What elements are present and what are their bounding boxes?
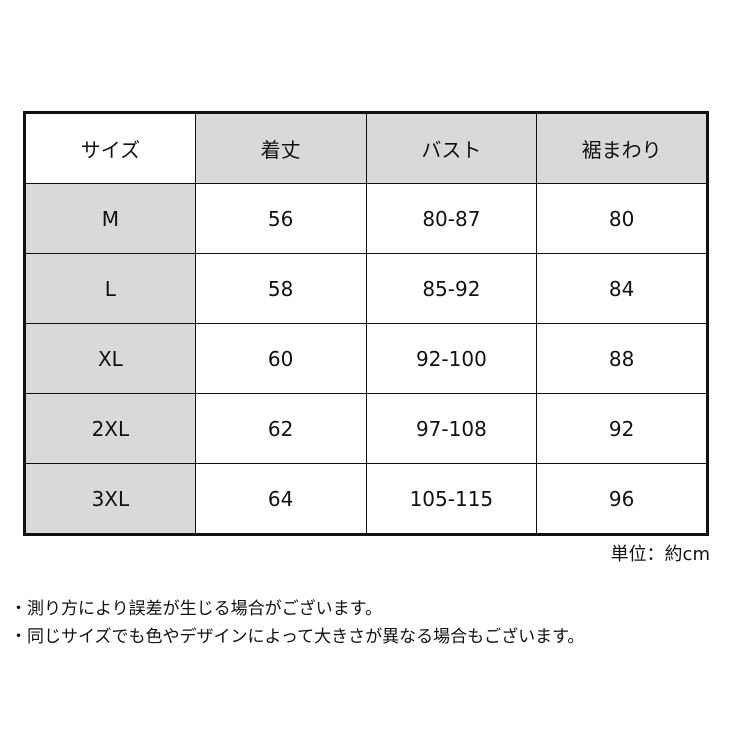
- hem-cell: 84: [536, 253, 708, 324]
- size-cell: 3XL: [24, 463, 196, 535]
- bust-cell: 92-100: [365, 323, 538, 394]
- hem-cell: 92: [536, 393, 708, 464]
- hem-cell: 96: [536, 463, 708, 535]
- table-row: M 56 80-87 80: [24, 183, 708, 254]
- size-cell: 2XL: [24, 393, 196, 464]
- length-cell: 56: [194, 183, 367, 254]
- header-length: 着丈: [194, 112, 367, 184]
- header-size: サイズ: [24, 112, 196, 184]
- length-cell: 62: [194, 393, 367, 464]
- notes: ・測り方により誤差が生じる場合がございます。 ・同じサイズでも色やデザインによっ…: [10, 595, 584, 651]
- size-cell: L: [24, 253, 196, 324]
- hem-cell: 88: [536, 323, 708, 394]
- table-row: XL 60 92-100 88: [24, 323, 708, 394]
- size-chart-table: サイズ 着丈 バスト 裾まわり M 56 80-87 80 L 58 85-92…: [23, 111, 709, 536]
- header-hem: 裾まわり: [536, 112, 708, 184]
- header-row: サイズ 着丈 バスト 裾まわり: [24, 112, 708, 184]
- bust-cell: 80-87: [365, 183, 538, 254]
- bust-cell: 105-115: [365, 463, 538, 535]
- bust-cell: 97-108: [365, 393, 538, 464]
- table-row: L 58 85-92 84: [24, 253, 708, 324]
- size-cell: M: [24, 183, 196, 254]
- hem-cell: 80: [536, 183, 708, 254]
- table-row: 2XL 62 97-108 92: [24, 393, 708, 464]
- note-item: ・同じサイズでも色やデザインによって大きさが異なる場合もございます。: [10, 627, 585, 647]
- length-cell: 60: [194, 323, 367, 394]
- header-bust: バスト: [365, 112, 538, 184]
- length-cell: 64: [194, 463, 367, 535]
- unit-label: 単位：約cm: [610, 544, 710, 565]
- table-row: 3XL 64 105-115 96: [24, 463, 708, 535]
- length-cell: 58: [194, 253, 367, 324]
- bust-cell: 85-92: [365, 253, 538, 324]
- size-cell: XL: [24, 323, 196, 394]
- note-item: ・測り方により誤差が生じる場合がございます。: [10, 599, 382, 619]
